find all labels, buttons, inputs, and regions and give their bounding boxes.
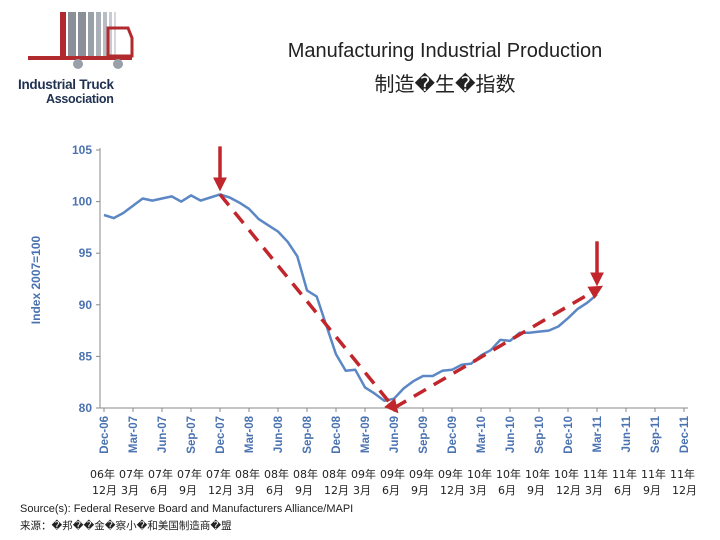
cn-tick-label: 10年: [554, 468, 579, 481]
y-tick-label: 90: [79, 298, 93, 312]
ita-logo: Industrial Truck Association: [8, 8, 148, 108]
cn-tick-label: 08年: [293, 468, 318, 481]
cn-tick-label: 06年: [90, 468, 115, 481]
x-tick-label: Dec-08: [331, 415, 343, 453]
x-tick-label: Sep-08: [302, 415, 314, 453]
cn-tick-label-month: 3月: [121, 484, 139, 497]
x-tick-label: Sep-07: [186, 416, 198, 454]
cn-tick-label-month: 9月: [643, 484, 661, 497]
cn-tick-label-month: 6月: [498, 484, 516, 497]
annotations-group: [213, 146, 604, 414]
cn-tick-label-month: 12月: [440, 484, 465, 497]
cn-tick-label: 10年: [496, 468, 521, 481]
cn-tick-label: 07年: [206, 468, 231, 481]
x-tick-label: Mar-10: [476, 416, 488, 453]
source-line-cn: 来源：�邦��金�察小�和美国制造商�盟: [20, 520, 232, 532]
y-tick-label: 85: [79, 349, 93, 363]
cn-tick-label-month: 9月: [295, 484, 313, 497]
cn-tick-label-month: 3月: [237, 484, 255, 497]
cn-tick-label-month: 12月: [672, 484, 697, 497]
cn-tick-label-month: 9月: [179, 484, 197, 497]
cn-tick-label: 11年: [641, 468, 666, 481]
cn-tick-label-month: 6月: [266, 484, 284, 497]
x-tick-label: Sep-09: [418, 416, 430, 454]
cn-tick-label-month: 3月: [353, 484, 371, 497]
series-line: [103, 193, 598, 403]
x-tick-label: Dec-11: [679, 415, 691, 453]
cn-tick-label: 09年: [351, 468, 376, 481]
cn-tick-label-month: 6月: [382, 484, 400, 497]
cn-tick-label: 11年: [670, 468, 695, 481]
cn-tick-label-month: 9月: [527, 484, 545, 497]
x-tick-label: Jun-10: [505, 416, 517, 453]
cn-tick-label-month: 6月: [614, 484, 632, 497]
cn-tick-label: 11年: [612, 468, 637, 481]
x-tick-label: Mar-07: [128, 416, 140, 453]
x-tick-label: Jun-07: [157, 416, 169, 453]
x-axis-ticks: Dec-06 Mar-07 Jun-07 Sep-07 Dec-07 Mar-08 Jun-…: [99, 408, 691, 454]
x-tick-label: Mar-11: [592, 415, 604, 452]
x-tick-label: Sep-10: [534, 416, 546, 454]
cn-tick-label-month: 9月: [411, 484, 429, 497]
x-tick-label: Dec-06: [99, 416, 111, 454]
x-tick-label: Jun-09: [389, 416, 401, 453]
cn-tick-label: 08年: [235, 468, 260, 481]
chart-title-cn: 制造�生�指数: [374, 72, 516, 96]
trend-dashed-line: [218, 193, 399, 414]
x-tick-label: Dec-07: [215, 416, 227, 454]
cn-tick-label-month: 6月: [150, 484, 168, 497]
cn-tick-label-month: 12月: [556, 484, 581, 497]
cn-tick-label-month: 12月: [208, 484, 233, 497]
x-tick-label: Sep-11: [650, 415, 662, 453]
cn-tick-label: 09年: [438, 468, 463, 481]
y-axis-ticks: 80 85 90 95 100 105: [72, 143, 100, 415]
cn-tick-label: 08年: [322, 468, 347, 481]
cn-tick-label-month: 12月: [92, 484, 117, 497]
y-tick-label: 105: [72, 143, 92, 157]
cn-tick-label: 10年: [467, 468, 492, 481]
cn-tick-label: 10年: [525, 468, 550, 481]
trend-dashed-line: [393, 285, 604, 410]
x-tick-label: Jun-11: [621, 415, 633, 452]
cn-tick-label: 09年: [380, 468, 405, 481]
series-group: [103, 193, 598, 403]
chart-axes: [99, 148, 688, 409]
cn-tick-label: 07年: [148, 468, 173, 481]
cn-tick-label: 07年: [177, 468, 202, 481]
cn-tick-label: 09年: [409, 468, 434, 481]
x-tick-label: Dec-09: [447, 416, 459, 454]
cn-tick-label-month: 12月: [324, 484, 349, 497]
cn-tick-label: 07年: [119, 468, 144, 481]
x-tick-label: Mar-08: [244, 415, 256, 453]
x-tick-label: Jun-08: [273, 415, 285, 453]
cn-tick-label-month: 3月: [585, 484, 603, 497]
y-tick-label: 80: [79, 401, 93, 415]
x-tick-label: Dec-10: [563, 416, 575, 454]
chart-title: Manufacturing Industrial Production: [287, 40, 603, 62]
x-tick-label: Mar-09: [360, 416, 372, 453]
cn-tick-label: 11年: [583, 468, 608, 481]
logo-line2: Association: [46, 92, 114, 106]
logo-line1: Industrial Truck: [18, 77, 114, 92]
y-tick-label: 95: [79, 246, 93, 260]
y-axis-label: Index 2007=100: [29, 235, 43, 324]
cn-tick-label-month: 3月: [469, 484, 487, 497]
source-line: Source(s): Federal Reserve Board and Man…: [20, 503, 354, 515]
cn-tick-label: 08年: [264, 468, 289, 481]
truck-bars-logo-icon: [28, 12, 134, 69]
y-tick-label: 100: [72, 195, 92, 209]
